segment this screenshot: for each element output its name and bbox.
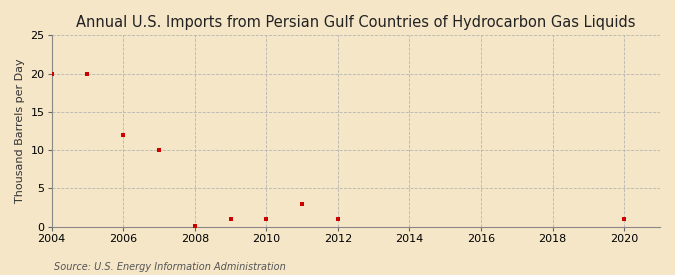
Point [297, 201, 308, 206]
Point [118, 133, 129, 137]
Title: Annual U.S. Imports from Persian Gulf Countries of Hydrocarbon Gas Liquids: Annual U.S. Imports from Persian Gulf Co… [76, 15, 636, 30]
Point [46, 72, 57, 76]
Point [225, 217, 236, 221]
Y-axis label: Thousand Barrels per Day: Thousand Barrels per Day [15, 59, 25, 203]
Point [154, 148, 165, 152]
Text: Source: U.S. Energy Information Administration: Source: U.S. Energy Information Administ… [54, 262, 286, 272]
Point [261, 217, 272, 221]
Point [333, 217, 344, 221]
Point [82, 72, 92, 76]
Point [190, 224, 200, 228]
Point [619, 217, 630, 221]
